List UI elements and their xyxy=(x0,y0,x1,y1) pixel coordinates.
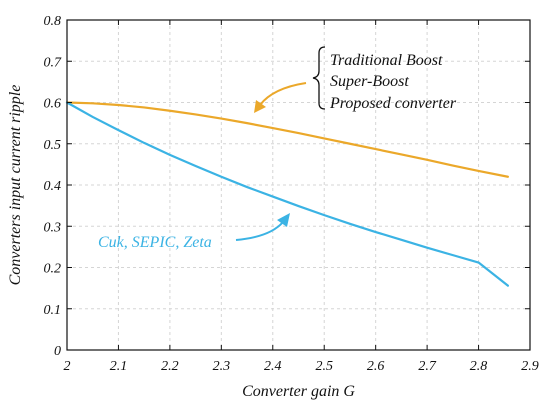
y-tick-label: 0.4 xyxy=(44,179,62,194)
tick-marks xyxy=(66,19,531,351)
series-line-2 xyxy=(65,101,509,287)
x-tick-label: 2.2 xyxy=(161,359,179,374)
series-line-1 xyxy=(65,101,509,178)
x-tick-label: 2.8 xyxy=(470,359,488,374)
y-tick-label: 0.2 xyxy=(44,262,62,277)
annotation-brace xyxy=(312,46,326,110)
grid-lines xyxy=(67,20,530,350)
y-axis-title: Converters input current ripple xyxy=(7,85,24,286)
x-tick-label: 2.9 xyxy=(521,359,539,374)
annotation-cuk-sepic-zeta: Cuk, SEPIC, Zeta xyxy=(98,234,212,251)
y-tick-label: 0.7 xyxy=(44,55,63,70)
bottom-arrow xyxy=(235,221,284,241)
x-tick-labels: 2 2.1 2.2 2.3 2.4 2.5 2.6 2.7 2.8 2.9 xyxy=(64,359,539,374)
x-tick-label: 2.6 xyxy=(367,359,385,374)
x-tick-label: 2.3 xyxy=(213,359,231,374)
y-tick-label: 0.6 xyxy=(44,97,62,112)
x-tick-label: 2.1 xyxy=(110,359,128,374)
series-lines xyxy=(65,101,509,287)
y-tick-labels: 0 0.1 0.2 0.3 0.4 0.5 0.6 0.7 0.8 xyxy=(44,14,63,359)
y-tick-label: 0.8 xyxy=(44,14,62,29)
x-tick-label: 2.5 xyxy=(315,359,333,374)
annotation-traditional-boost: Traditional Boost xyxy=(330,52,443,69)
y-tick-label: 0 xyxy=(54,344,61,359)
x-tick-label: 2 xyxy=(64,359,71,374)
top-arrowhead xyxy=(254,100,266,113)
plot-frame xyxy=(66,19,531,351)
bottom-annotation: Cuk, SEPIC, Zeta xyxy=(98,213,290,251)
x-tick-label: 2.7 xyxy=(418,359,437,374)
y-tick-label: 0.3 xyxy=(44,220,62,235)
annotation-super-boost: Super-Boost xyxy=(330,73,409,90)
top-arrow xyxy=(259,82,307,106)
annotation-proposed-converter: Proposed converter xyxy=(329,95,457,112)
y-tick-label: 0.1 xyxy=(44,303,62,318)
x-axis-title: Converter gain G xyxy=(242,383,355,400)
bottom-arrowhead xyxy=(277,213,290,227)
top-annotation: Traditional Boost Super-Boost Proposed c… xyxy=(254,46,457,113)
y-tick-label: 0.5 xyxy=(44,138,62,153)
x-tick-label: 2.4 xyxy=(264,359,282,374)
